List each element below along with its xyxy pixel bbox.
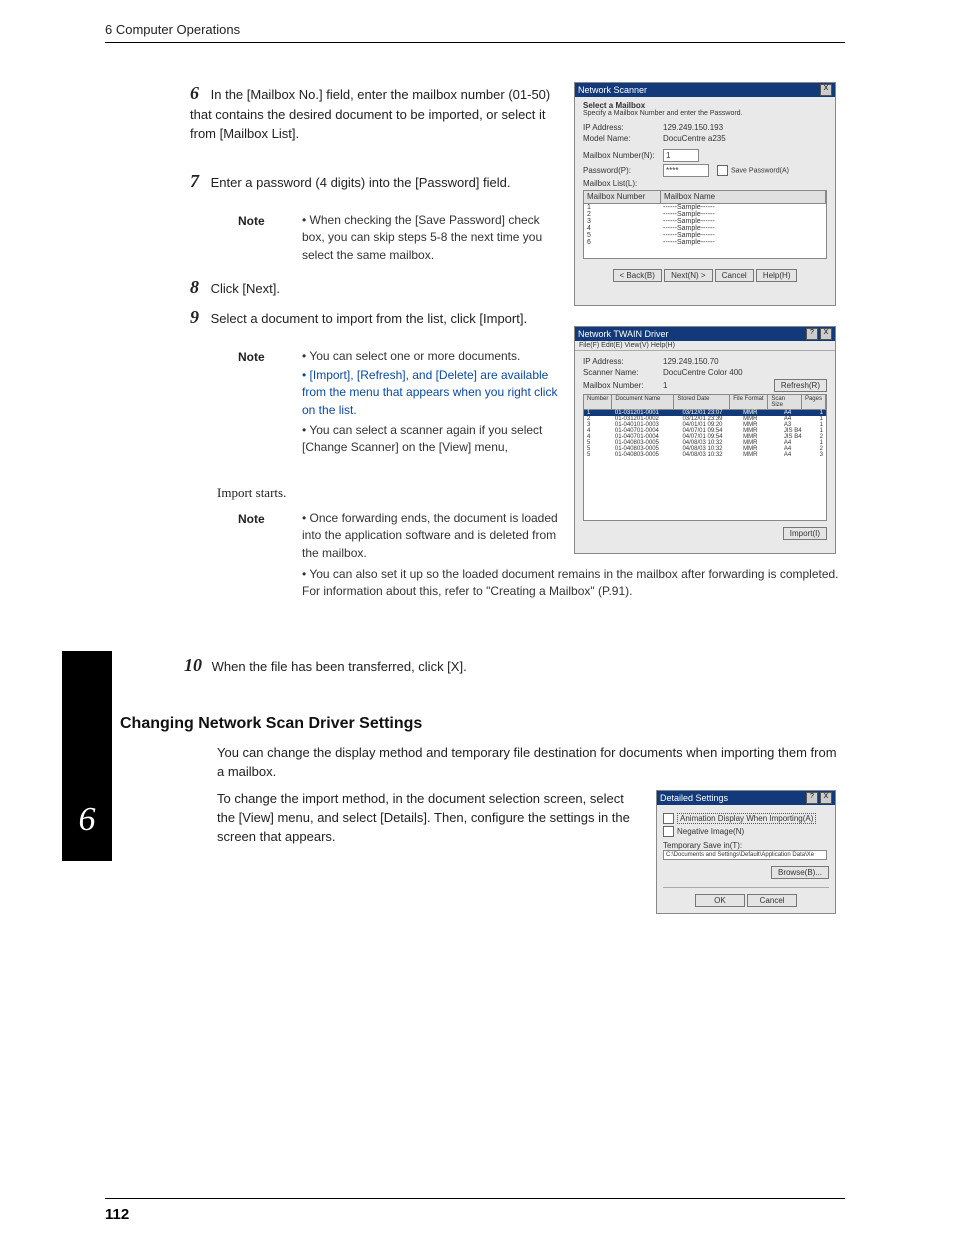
rule-top [105,42,845,43]
mailbox-list[interactable]: 1------Sample------ 2------Sample------ … [583,204,827,259]
mblist-label: Mailbox List(L): [583,179,663,188]
step-6-text: In the [Mailbox No.] field, enter the ma… [190,87,550,141]
dlg2-scanner: DocuCentre Color 400 [663,368,743,377]
dialog-detailed-settings: Detailed Settings ? X Animation Display … [656,790,836,914]
col-pages[interactable]: Pages [802,395,826,409]
page-number: 112 [105,1206,129,1223]
browse-button[interactable]: Browse(B)... [771,866,829,879]
step9-n3: You can select a scanner again if you se… [302,423,542,454]
chapter-header: 6 Computer Operations [105,22,240,37]
ip-value: 129.249.150.193 [663,123,723,132]
note-label: Note [238,214,265,228]
close-icon[interactable]: X [820,328,832,340]
save-password-label: Save Password(A) [731,167,789,174]
step-7-text: Enter a password (4 digits) into the [Pa… [211,175,511,190]
mailbox-number-input[interactable]: 1 [663,149,699,162]
dlg2-title: Network TWAIN Driver [578,329,669,339]
step9-n4: Once forwarding ends, the document is lo… [302,511,558,560]
step-9-text: Select a document to import from the lis… [211,311,527,326]
chapter-number: 6 [62,801,112,839]
col-format[interactable]: File Format [730,395,768,409]
step-num-9: 9 [190,307,199,327]
animation-label: Animation Display When Importing(A) [677,813,816,824]
refresh-button[interactable]: Refresh(R) [774,379,827,392]
col-mailbox-number[interactable]: Mailbox Number [584,191,661,203]
help-button[interactable]: Help(H) [756,269,798,282]
rule-bottom [105,1198,845,1199]
dlg1-hint: Specify a Mailbox Number and enter the P… [583,110,827,117]
import-button[interactable]: Import(I) [783,527,827,540]
dlg2-menubar[interactable]: File(F) Edit(E) View(V) Help(H) [575,341,835,351]
document-list[interactable]: 101-031201-000103/12/01 23:07MMRA41 201-… [583,410,827,521]
dialog-network-scanner: Network Scanner X Select a Mailbox Speci… [574,82,836,306]
dlg2-ip-label: IP Address: [583,357,663,366]
step-num-10: 10 [184,655,202,675]
section-p1: You can change the display method and te… [217,744,845,782]
save-password-checkbox[interactable] [717,165,728,176]
dlg1-subtitle: Select a Mailbox [583,101,827,110]
ip-label: IP Address: [583,123,663,132]
col-date[interactable]: Stored Date [674,395,730,409]
step-8-text: Click [Next]. [211,281,280,296]
back-button[interactable]: < Back(B) [613,269,662,282]
dlg3-title: Detailed Settings [660,793,728,803]
bullet: • [302,511,310,525]
step9-n5: You can also set it up so the loaded doc… [302,567,839,598]
cancel-button[interactable]: Cancel [747,894,797,907]
dlg2-titlebar[interactable]: Network TWAIN Driver ? X [575,327,835,341]
dlg1-titlebar[interactable]: Network Scanner X [575,83,835,97]
close-icon[interactable]: X [820,84,832,96]
col-number[interactable]: Number [584,395,612,409]
close-icon[interactable]: X [820,792,832,804]
section-p2: To change the import method, in the docu… [217,790,637,847]
step-num-8: 8 [190,277,199,297]
chapter-side-label: Computer Operations [70,652,81,764]
dlg3-titlebar[interactable]: Detailed Settings ? X [657,791,835,805]
dlg2-scanner-label: Scanner Name: [583,368,663,377]
dlg1-title: Network Scanner [578,85,647,95]
step9-n1: You can select one or more documents. [309,349,520,363]
pw-label: Password(P): [583,166,663,175]
note-label: Note [238,512,265,526]
model-value: DocuCentre a235 [663,134,726,143]
dlg2-ip: 129.249.150.70 [663,357,719,366]
password-input[interactable]: **** [663,164,709,177]
col-size[interactable]: Scan Size [768,395,802,409]
dialog-twain-driver: Network TWAIN Driver ? X File(F) Edit(E)… [574,326,836,554]
section-heading: Changing Network Scan Driver Settings [120,715,422,733]
help-icon[interactable]: ? [806,328,818,340]
step9-n2: [Import], [Refresh], and [Delete] are av… [302,368,557,417]
step-10-text: When the file has been transferred, clic… [212,659,467,674]
bullet: • [302,213,310,227]
import-starts: Import starts. [217,484,286,503]
dlg2-mb: 1 [663,381,667,390]
dlg2-mb-label: Mailbox Number: [583,381,663,390]
cancel-button[interactable]: Cancel [715,269,754,282]
animation-checkbox[interactable] [663,813,674,824]
negative-label: Negative Image(N) [677,827,744,836]
col-mailbox-name[interactable]: Mailbox Name [661,191,826,203]
tmp-label: Temporary Save in(T): [663,841,829,850]
negative-checkbox[interactable] [663,826,674,837]
col-docname[interactable]: Document Name [612,395,674,409]
ok-button[interactable]: OK [695,894,745,907]
next-button[interactable]: Next(N) > [664,269,712,282]
step-num-7: 7 [190,171,199,191]
list-item[interactable]: 501-040803-000504/08/03 10:32MMRA43 [584,452,826,458]
model-label: Model Name: [583,134,663,143]
bullet: • [302,368,310,382]
step-num-6: 6 [190,83,199,103]
tmp-path-input[interactable]: C:\Documents and Settings\Default\Applic… [663,850,827,860]
mbnum-label: Mailbox Number(N): [583,151,663,160]
note-label: Note [238,350,265,364]
help-icon[interactable]: ? [806,792,818,804]
step7-note: When checking the [Save Password] check … [302,213,542,262]
